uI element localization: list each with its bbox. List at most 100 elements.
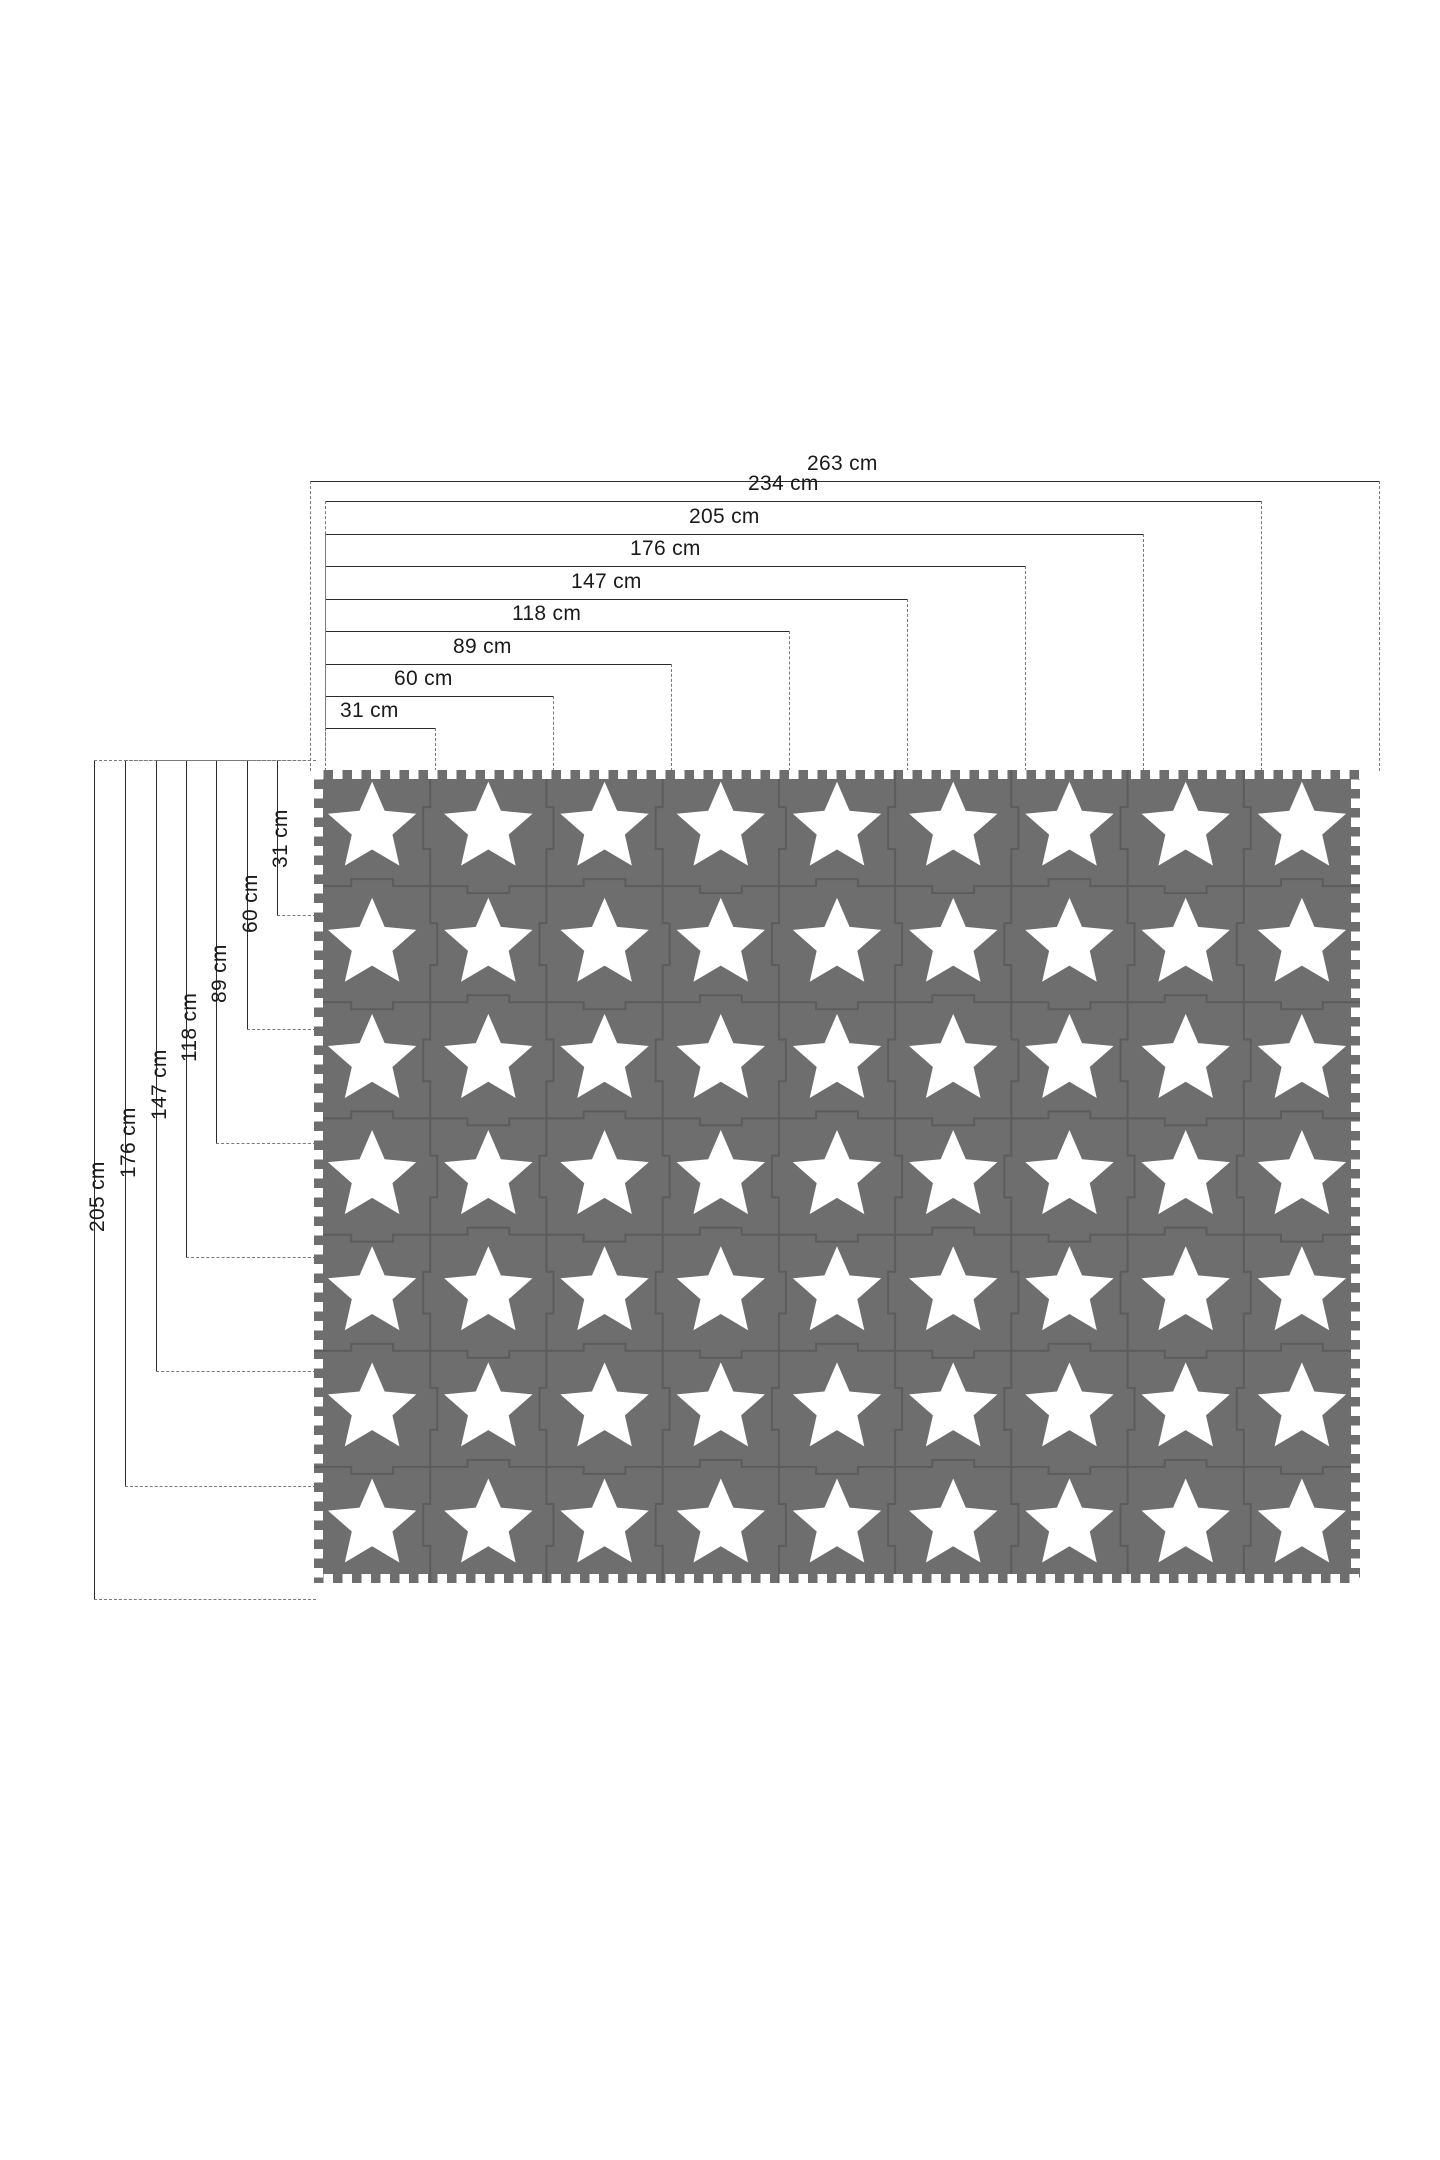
star-icon	[1025, 1362, 1114, 1447]
top-dim-line-234	[325, 501, 1262, 502]
star-icon	[444, 1246, 533, 1331]
top-dim-line-89	[325, 664, 672, 665]
star-icon	[560, 897, 649, 982]
star-icon	[1257, 781, 1347, 866]
top-dim-label-89: 89 cm	[453, 635, 512, 658]
star-icon	[444, 1362, 533, 1447]
top-dim-label-118: 118 cm	[512, 602, 582, 625]
star-icon	[676, 897, 765, 982]
star-icon	[676, 1130, 765, 1215]
top-dim-tick-right-31	[435, 728, 436, 771]
star-icon	[792, 897, 882, 982]
top-dim-line-263	[310, 481, 1380, 482]
left-dim-label-176: 176 cm	[117, 1107, 140, 1178]
top-dim-line-31	[325, 728, 436, 729]
top-dim-tick-right-234	[1261, 501, 1262, 771]
star-icon	[1141, 1478, 1230, 1563]
left-dim-line-147	[156, 760, 157, 1372]
star-icon	[1025, 1478, 1114, 1563]
star-icon	[1141, 897, 1230, 982]
star-icon	[909, 1478, 998, 1563]
star-icon	[1025, 781, 1114, 866]
top-dim-label-147: 147 cm	[571, 570, 642, 593]
star-icon	[327, 1478, 417, 1563]
left-dim-line-60	[247, 760, 248, 1030]
star-icon	[327, 781, 417, 866]
puzzle-mat	[314, 770, 1378, 1587]
top-dim-tick-right-176	[1025, 566, 1026, 771]
left-dim-tick-bottom-89	[216, 1143, 316, 1144]
top-dim-tick-right-147	[907, 599, 908, 771]
left-dim-label-89: 89 cm	[208, 944, 231, 1003]
left-dim-line-31	[277, 760, 278, 916]
puzzle-mat-svg	[314, 770, 1378, 1587]
top-dim-line-118	[325, 631, 790, 632]
left-dim-line-89	[216, 760, 217, 1144]
star-icon	[560, 781, 649, 866]
left-dim-line-118	[186, 760, 187, 1258]
left-dim-tick-top-31	[277, 760, 316, 761]
star-icon	[676, 1013, 765, 1098]
star-icon	[1025, 1246, 1114, 1331]
star-icon	[909, 1013, 998, 1098]
star-icon	[792, 1130, 882, 1215]
left-dim-tick-bottom-118	[186, 1257, 316, 1258]
top-dim-line-147	[325, 599, 908, 600]
star-icon	[1257, 897, 1347, 982]
star-icon	[1141, 1362, 1230, 1447]
star-icon	[792, 1478, 882, 1563]
top-dim-line-176	[325, 566, 1026, 567]
star-icon	[1025, 1130, 1114, 1215]
left-dim-tick-bottom-147	[156, 1371, 316, 1372]
star-icon	[444, 1478, 533, 1563]
top-dim-label-263: 263 cm	[807, 452, 878, 475]
star-icon	[676, 781, 765, 866]
star-icon	[676, 1246, 765, 1331]
top-dim-tick-left-263	[310, 481, 311, 771]
star-icon	[560, 1362, 649, 1447]
star-icon	[1141, 1013, 1230, 1098]
star-icon	[444, 781, 533, 866]
star-icon	[327, 1130, 417, 1215]
left-dim-tick-bottom-176	[125, 1486, 316, 1487]
star-icon	[444, 1013, 533, 1098]
left-dim-label-118: 118 cm	[178, 992, 201, 1062]
star-icon	[1257, 1130, 1347, 1215]
star-icon	[909, 897, 998, 982]
star-icon	[560, 1130, 649, 1215]
top-dim-tick-right-263	[1379, 481, 1380, 771]
star-icon	[327, 1362, 417, 1447]
top-dim-tick-right-205	[1143, 534, 1144, 771]
top-dim-tick-right-60	[553, 696, 554, 771]
star-icon	[909, 781, 998, 866]
star-icon	[909, 1246, 998, 1331]
left-dim-tick-bottom-31	[277, 915, 316, 916]
star-icon	[444, 1130, 533, 1215]
star-icon	[560, 1246, 649, 1331]
top-dim-label-234: 234 cm	[748, 472, 819, 495]
star-icon	[1025, 897, 1114, 982]
star-icon	[1257, 1246, 1347, 1331]
star-icon	[1257, 1478, 1347, 1563]
top-dim-line-205	[325, 534, 1144, 535]
star-icon	[676, 1362, 765, 1447]
left-dim-line-176	[125, 760, 126, 1487]
left-dim-tick-bottom-60	[247, 1029, 316, 1030]
star-icon	[327, 897, 417, 982]
star-icon	[909, 1130, 998, 1215]
star-icon	[792, 1362, 882, 1447]
left-dim-label-205: 205 cm	[86, 1161, 109, 1232]
star-icon	[676, 1478, 765, 1563]
top-dim-label-176: 176 cm	[630, 537, 701, 560]
star-icon	[1141, 781, 1230, 866]
top-dim-tick-right-89	[671, 664, 672, 771]
star-icon	[792, 781, 882, 866]
star-icon	[909, 1362, 998, 1447]
top-dim-tick-right-118	[789, 631, 790, 771]
top-dim-label-31: 31 cm	[340, 699, 399, 722]
star-icon	[792, 1246, 882, 1331]
star-icon	[792, 1013, 882, 1098]
star-icon	[1025, 1013, 1114, 1098]
top-dim-tick-left-31	[325, 728, 326, 771]
